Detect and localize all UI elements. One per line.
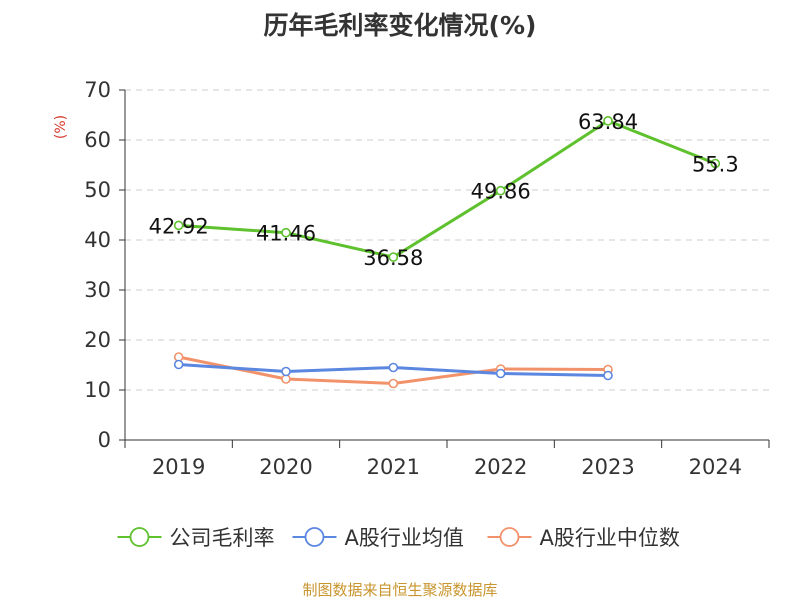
data-point — [388, 378, 399, 389]
data-point — [495, 368, 506, 379]
grid-lines — [125, 89, 769, 391]
y-tick-label: 30 — [84, 278, 111, 302]
data-point — [710, 158, 721, 169]
series-line — [177, 119, 717, 259]
series-0 — [173, 116, 721, 262]
y-tick-label: 70 — [84, 78, 111, 102]
x-tick-label: 2020 — [259, 455, 312, 479]
legend-item[interactable]: 公司毛利率 — [117, 526, 275, 550]
y-axis-label: (%) — [53, 115, 69, 139]
data-point — [603, 116, 613, 126]
x-tick-label: 2021 — [367, 455, 420, 479]
y-tick-label: 10 — [84, 378, 111, 402]
data-label: 42.92 — [149, 214, 209, 238]
data-label: 55.3 — [692, 153, 739, 177]
data-label: 49.86 — [471, 180, 531, 204]
axes: 0 10 20 30 40 50 60 70 2019 2020 2021 2022 2023 2024 — [84, 78, 770, 479]
data-point — [281, 366, 291, 377]
legend-marker — [304, 527, 325, 547]
x-tick-label: 2023 — [581, 455, 634, 479]
data-point — [603, 370, 613, 381]
data-point — [281, 227, 291, 238]
data-labels: 42.92 41.46 36.58 49.86 63.84 55.3 — [149, 110, 739, 270]
data-point — [388, 362, 399, 373]
chart-title: 历年毛利率变化情况(%) — [264, 11, 537, 40]
source-note: 制图数据来自恒生聚源数据库 — [302, 581, 497, 599]
legend: 公司毛利率 A股行业均值 A股行业中位数 — [117, 526, 680, 550]
data-point — [173, 220, 184, 231]
data-point — [388, 252, 399, 262]
legend-label: 公司毛利率 — [170, 526, 275, 550]
x-tick-label: 2024 — [689, 455, 742, 479]
legend-label: A股行业中位数 — [540, 526, 680, 550]
series-1 — [173, 359, 613, 381]
data-label: 63.84 — [578, 110, 638, 134]
y-tick-label: 60 — [84, 128, 111, 152]
legend-marker — [129, 527, 150, 547]
series-lines — [173, 116, 721, 389]
y-tick-label: 0 — [98, 428, 111, 452]
data-point — [173, 359, 184, 370]
legend-marker — [499, 527, 520, 547]
x-tick-label: 2022 — [474, 455, 527, 479]
data-label: 41.46 — [256, 222, 316, 246]
legend-item[interactable]: A股行业均值 — [292, 526, 464, 550]
data-point — [495, 185, 506, 196]
y-tick-label: 40 — [84, 228, 111, 252]
y-tick-label: 20 — [84, 328, 111, 352]
legend-label: A股行业均值 — [345, 526, 464, 550]
data-label: 36.58 — [363, 246, 423, 270]
legend-item[interactable]: A股行业中位数 — [487, 526, 680, 550]
x-tick-label: 2019 — [152, 455, 205, 479]
y-tick-label: 50 — [84, 178, 111, 202]
